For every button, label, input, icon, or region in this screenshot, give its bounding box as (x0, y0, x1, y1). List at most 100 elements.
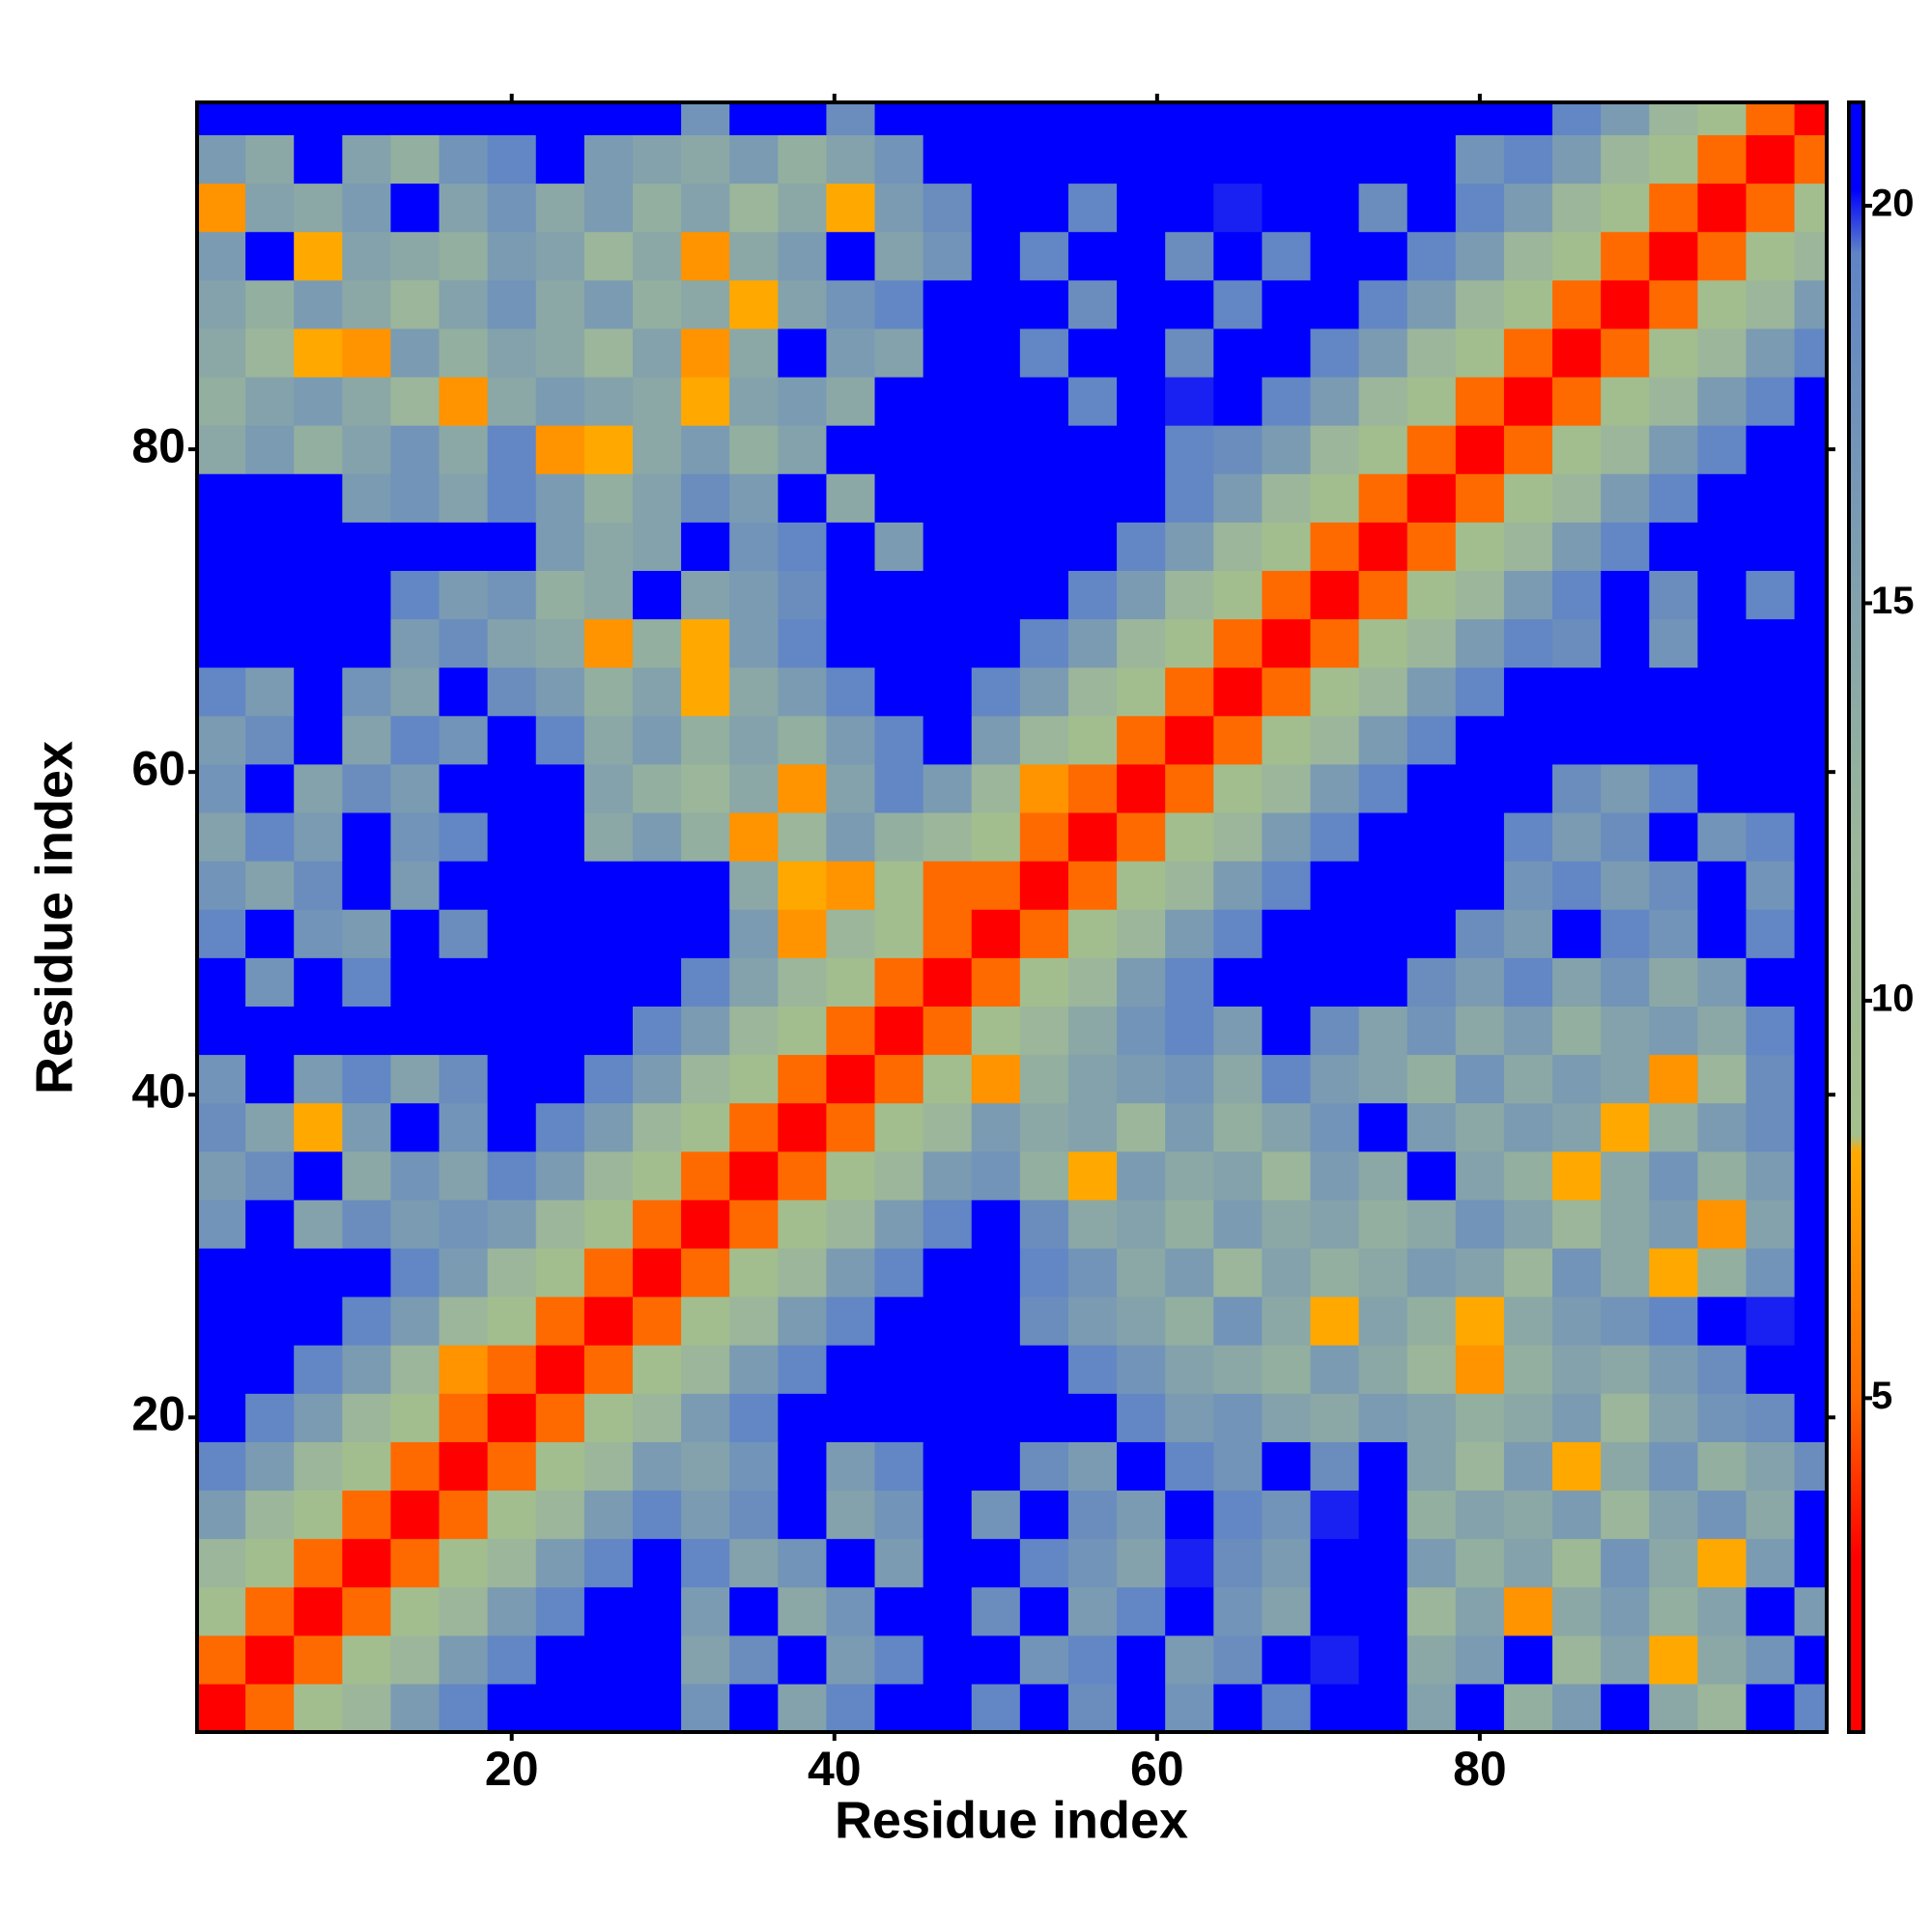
heatmap-cell (632, 909, 682, 958)
heatmap-cell (1503, 1538, 1553, 1588)
heatmap-cell (971, 279, 1021, 329)
heatmap-cell (729, 102, 779, 136)
heatmap-cell (1601, 376, 1650, 426)
heatmap-cell (583, 1393, 634, 1442)
heatmap-cell (1503, 1296, 1553, 1346)
heatmap-cell (342, 570, 392, 620)
heatmap-cell (1601, 473, 1650, 523)
heatmap-cell (681, 1296, 730, 1346)
heatmap-cell (245, 1296, 295, 1346)
heatmap-cell (632, 279, 682, 329)
heatmap-cell (535, 1199, 585, 1249)
heatmap-cell (826, 1199, 876, 1249)
heatmap-cell (342, 183, 392, 233)
heatmap-cell (390, 861, 440, 910)
heatmap-cell (535, 1538, 585, 1588)
heatmap-cell (1601, 1683, 1650, 1732)
heatmap-cell (1117, 1247, 1166, 1297)
heatmap-cell (971, 1102, 1021, 1152)
heatmap-cell (874, 1102, 924, 1152)
heatmap-cell (1019, 279, 1069, 329)
heatmap-cell (632, 425, 682, 474)
heatmap-cell (1406, 570, 1457, 620)
heatmap-cell (1262, 102, 1312, 136)
heatmap-cell (439, 1490, 489, 1540)
heatmap-cell (778, 1296, 828, 1346)
heatmap-cell (1406, 909, 1457, 958)
heatmap-cell (826, 570, 876, 620)
heatmap-cell (1601, 522, 1650, 571)
heatmap-cell (1794, 861, 1827, 910)
heatmap-cell (1358, 1538, 1408, 1588)
heatmap-cell (971, 183, 1021, 233)
heatmap-cell (583, 134, 634, 185)
heatmap-cell (874, 1634, 924, 1685)
heatmap-cell (439, 909, 489, 958)
heatmap-cell (681, 1151, 730, 1201)
heatmap-cell (1746, 1586, 1796, 1636)
heatmap-cell (390, 1006, 440, 1056)
heatmap-cell (1746, 231, 1796, 281)
heatmap-cell (729, 1441, 779, 1492)
heatmap-cell (197, 570, 246, 620)
heatmap-cell (826, 1151, 876, 1201)
heatmap-cell (197, 957, 246, 1007)
heatmap-cell (1601, 1586, 1650, 1636)
heatmap-cell (1310, 376, 1360, 426)
heatmap-cell (971, 473, 1021, 523)
heatmap-cell (1213, 909, 1263, 958)
heatmap-cell (971, 1586, 1021, 1636)
heatmap-cell (245, 570, 295, 620)
heatmap-cell (874, 1393, 924, 1442)
heatmap-cell (1019, 1296, 1069, 1346)
heatmap-cell (245, 1683, 295, 1732)
heatmap-cell (874, 618, 924, 668)
heatmap-cell (729, 522, 779, 571)
heatmap-cell (1503, 522, 1553, 571)
heatmap-cell (1067, 1441, 1118, 1492)
heatmap-cell (1262, 1634, 1312, 1685)
heatmap-cell (826, 618, 876, 668)
heatmap-cell (1503, 327, 1553, 378)
heatmap-cell (1746, 763, 1796, 813)
heatmap-cell (778, 102, 828, 136)
heatmap-cell (1697, 1441, 1747, 1492)
heatmap-cell (923, 1054, 973, 1104)
heatmap-cell (1503, 715, 1553, 765)
heatmap-cell (1552, 231, 1602, 281)
heatmap-cell (632, 1538, 682, 1588)
heatmap-cell (1117, 957, 1166, 1007)
heatmap-cell (632, 522, 682, 571)
heatmap-cell (1213, 811, 1263, 862)
heatmap-cell (535, 1151, 585, 1201)
heatmap-cell (1358, 1247, 1408, 1297)
heatmap-cell (487, 1006, 537, 1056)
heatmap-cell (923, 1199, 973, 1249)
heatmap-cell (729, 473, 779, 523)
heatmap-cell (1067, 102, 1118, 136)
heatmap-cell (778, 1054, 828, 1104)
heatmap-cell (874, 861, 924, 910)
heatmap-cell (439, 957, 489, 1007)
heatmap-cell (1746, 1199, 1796, 1249)
heatmap-cell (1019, 473, 1069, 523)
heatmap-cell (245, 1151, 295, 1201)
heatmap-cell (681, 1634, 730, 1685)
heatmap-cell (1601, 425, 1650, 474)
heatmap-cell (1067, 425, 1118, 474)
heatmap-cell (439, 1393, 489, 1442)
heatmap-cell (1262, 763, 1312, 813)
heatmap-cell (245, 183, 295, 233)
heatmap-cell (1067, 909, 1118, 958)
heatmap-cell (729, 1247, 779, 1297)
heatmap-cell (583, 667, 634, 717)
heatmap-cell (1794, 376, 1827, 426)
heatmap-cell (1067, 1054, 1118, 1104)
heatmap-cell (342, 1006, 392, 1056)
heatmap-cell (1601, 1247, 1650, 1297)
heatmap-cell (535, 1006, 585, 1056)
heatmap-cell (1213, 183, 1263, 233)
heatmap-cell (971, 134, 1021, 185)
heatmap-cell (729, 909, 779, 958)
